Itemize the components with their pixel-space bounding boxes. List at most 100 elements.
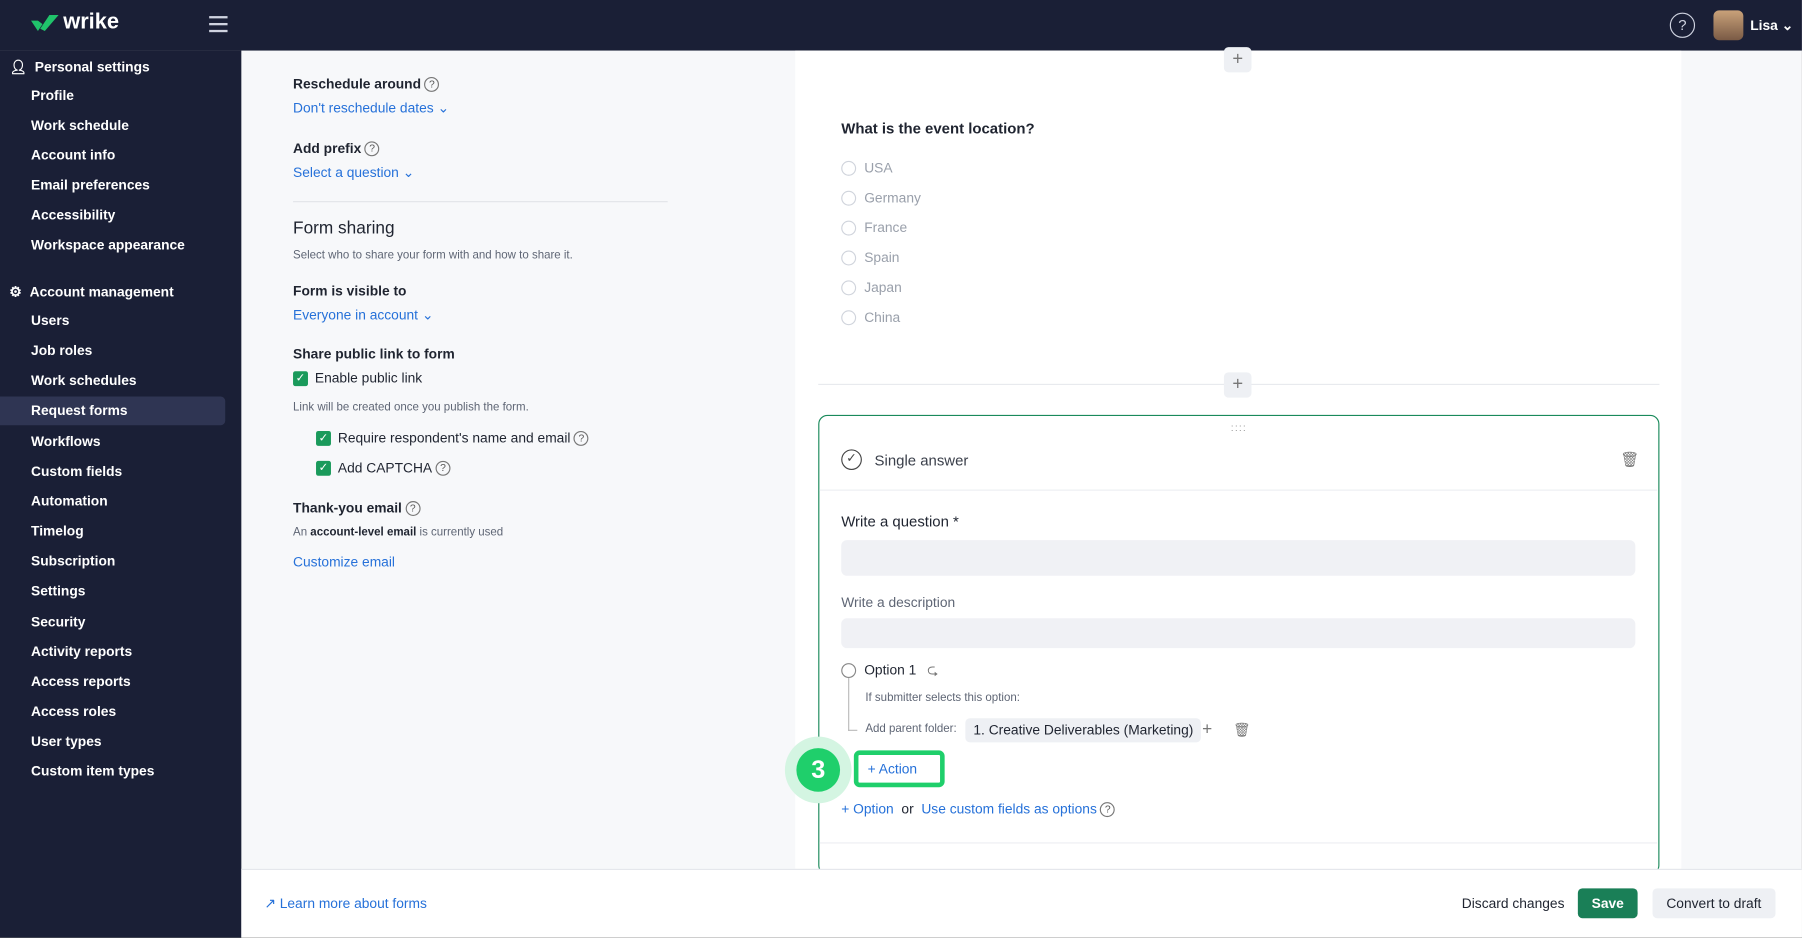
sidebar-item-work-schedules[interactable]: Work schedules xyxy=(31,372,137,389)
form-sharing-title: Form sharing xyxy=(293,218,395,238)
prefix-dropdown[interactable]: Select a question ⌄ xyxy=(293,164,415,181)
thanks-label: Thank-you email? xyxy=(293,500,421,517)
question-input[interactable] xyxy=(841,540,1636,576)
radio-icon xyxy=(841,221,857,236)
connector-line xyxy=(848,678,858,731)
option-germany[interactable]: Germany xyxy=(841,190,921,207)
public-link-label: Share public link to form xyxy=(293,345,455,362)
help-icon[interactable]: ? xyxy=(424,77,440,93)
radio-icon xyxy=(841,280,857,296)
visibility-dropdown[interactable]: Everyone in account ⌄ xyxy=(293,306,434,323)
branch-icon[interactable]: ⮎ xyxy=(927,661,939,679)
radio-icon xyxy=(841,191,857,207)
parent-folder-select[interactable]: 1. Creative Deliverables (Marketing) xyxy=(965,718,1202,743)
sidebar-item-timelog[interactable]: Timelog xyxy=(31,522,84,540)
user-menu[interactable]: Lisa ⌄ xyxy=(1750,17,1794,34)
question-type[interactable]: Single answer xyxy=(874,451,969,469)
help-icon[interactable]: ? xyxy=(435,461,451,477)
form-sharing-desc: Select who to share your form with and h… xyxy=(293,249,573,263)
sidebar-item-automation[interactable]: Automation xyxy=(31,492,108,509)
personal-settings-header: 👤︎ Personal settings xyxy=(9,58,150,75)
account-management-header: ⚙ Account management xyxy=(9,283,174,300)
sidebar-item-subscription[interactable]: Subscription xyxy=(31,552,116,570)
if-selects-label: If submitter selects this option: xyxy=(865,691,1020,705)
sidebar-item-security[interactable]: Security xyxy=(31,613,86,630)
description-input[interactable] xyxy=(841,618,1636,649)
radio-icon xyxy=(841,161,857,177)
help-icon[interactable]: ? xyxy=(405,501,421,517)
enable-public-link-checkbox[interactable]: ✓ Enable public link xyxy=(293,370,422,387)
trash-icon[interactable]: 🗑︎ xyxy=(1620,450,1640,468)
sidebar-item-email-preferences[interactable]: Email preferences xyxy=(31,176,150,194)
divider xyxy=(293,201,668,203)
sidebar-item-accessibility[interactable]: Accessibility xyxy=(31,206,116,223)
help-icon[interactable]: ? xyxy=(364,141,380,157)
parent-folder-label: Add parent folder: xyxy=(865,722,957,736)
visible-label: Form is visible to xyxy=(293,282,407,299)
captcha-checkbox[interactable]: ✓ Add CAPTCHA? xyxy=(316,460,451,477)
add-option-button[interactable]: + Option xyxy=(841,800,894,818)
option-usa[interactable]: USA xyxy=(841,160,893,177)
option-1[interactable]: Option 1 ⮎ xyxy=(841,660,938,684)
learn-more-link[interactable]: ↗ Learn more about forms xyxy=(264,895,427,912)
check-icon: ✓ xyxy=(316,431,331,447)
require-name-checkbox[interactable]: ✓ Require respondent's name and email? xyxy=(316,430,589,447)
step-badge: 3 xyxy=(796,748,841,792)
add-question-button[interactable]: + xyxy=(1223,372,1252,398)
discard-changes-button[interactable]: Discard changes xyxy=(1461,895,1565,912)
avatar[interactable] xyxy=(1713,10,1744,41)
link-note: Link will be created once you publish th… xyxy=(293,401,529,414)
divider xyxy=(819,842,1658,844)
option-china[interactable]: China xyxy=(841,309,900,326)
prefix-label: Add prefix? xyxy=(293,140,380,157)
customize-email-link[interactable]: Customize email xyxy=(293,553,395,571)
sidebar-item-users[interactable]: Users xyxy=(31,312,70,329)
sidebar-item-custom-item-types[interactable]: Custom item types xyxy=(31,763,155,780)
sidebar-item-account-info[interactable]: Account info xyxy=(31,147,116,164)
convert-to-draft-button[interactable]: Convert to draft xyxy=(1652,888,1776,919)
option-france[interactable]: France xyxy=(841,219,907,236)
user-icon: 👤︎ xyxy=(9,58,27,75)
custom-fields-link[interactable]: Use custom fields as options xyxy=(921,800,1097,818)
sidebar-item-work-schedule[interactable]: Work schedule xyxy=(31,117,129,134)
option-spain[interactable]: Spain xyxy=(841,249,899,266)
add-question-button[interactable]: + xyxy=(1223,47,1252,73)
option-japan[interactable]: Japan xyxy=(841,279,902,296)
thanks-note: An account-level email is currently used xyxy=(293,526,504,539)
sidebar-item-job-roles[interactable]: Job roles xyxy=(31,342,93,359)
check-icon: ✓ xyxy=(293,371,308,387)
sidebar-item-settings[interactable]: Settings xyxy=(31,583,86,600)
drag-handle-icon[interactable]: :::: xyxy=(1230,421,1247,434)
sidebar-item-access-roles[interactable]: Access roles xyxy=(31,703,117,720)
divider xyxy=(819,489,1658,491)
sidebar: 👤︎ Personal settings Profile Work schedule… xyxy=(0,50,242,938)
gear-icon: ⚙ xyxy=(9,283,22,300)
trash-icon[interactable]: 🗑︎ xyxy=(1233,721,1251,738)
add-option-row: + Option or Use custom fields as options… xyxy=(841,800,1116,818)
footer-bar xyxy=(241,868,1802,938)
add-action-button[interactable]: + Action xyxy=(853,750,945,788)
sidebar-item-request-forms[interactable]: Request forms xyxy=(0,396,226,426)
check-circle-icon: ✓ xyxy=(841,449,862,471)
sidebar-item-workflows[interactable]: Workflows xyxy=(31,432,101,449)
sidebar-item-user-types[interactable]: User types xyxy=(31,733,102,750)
description-label: Write a description xyxy=(841,594,956,611)
menu-toggle-icon[interactable] xyxy=(209,16,228,33)
wrike-logo[interactable]: wrike xyxy=(30,10,119,35)
save-button[interactable]: Save xyxy=(1577,888,1638,919)
sidebar-item-activity-reports[interactable]: Activity reports xyxy=(31,643,133,660)
radio-icon xyxy=(841,663,857,679)
sidebar-item-workspace-appearance[interactable]: Workspace appearance xyxy=(31,236,185,253)
reschedule-dropdown[interactable]: Don't reschedule dates ⌄ xyxy=(293,99,450,117)
help-icon[interactable]: ? xyxy=(1100,802,1116,818)
help-icon[interactable]: ? xyxy=(573,431,589,447)
radio-icon xyxy=(841,310,857,326)
sidebar-item-profile[interactable]: Profile xyxy=(31,87,74,104)
help-circle-icon[interactable]: ? xyxy=(1669,12,1696,38)
radio-icon xyxy=(841,250,857,266)
add-icon[interactable]: + xyxy=(1202,719,1213,739)
question-label: Write a question * xyxy=(841,512,959,530)
sidebar-item-access-reports[interactable]: Access reports xyxy=(31,673,131,690)
sidebar-item-custom-fields[interactable]: Custom fields xyxy=(31,462,123,479)
external-link-icon: ↗ xyxy=(264,895,276,912)
